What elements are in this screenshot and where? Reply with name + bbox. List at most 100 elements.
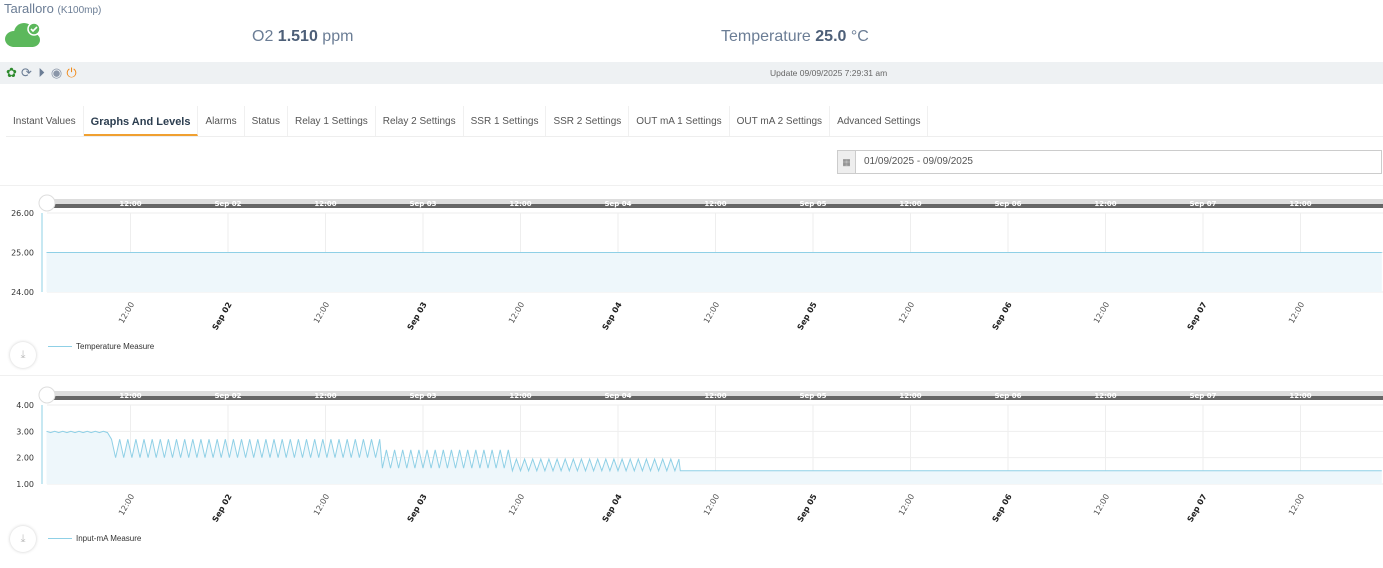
- navigator-label: Sep 06: [995, 200, 1022, 208]
- x-tick-label: 12:00: [702, 301, 721, 325]
- power-icon[interactable]: ⏻: [66, 65, 77, 80]
- y-tick-label: 3.00: [16, 427, 34, 436]
- x-tick-label: 12:00: [897, 301, 916, 325]
- x-tick-label: 12:00: [1287, 493, 1306, 517]
- navigator-label: 12:00: [119, 392, 141, 400]
- tab-instant-values[interactable]: Instant Values: [6, 106, 84, 136]
- tab-advanced-settings[interactable]: Advanced Settings: [830, 106, 929, 136]
- navigator-label: Sep 07: [1190, 200, 1217, 208]
- tab-relay-1-settings[interactable]: Relay 1 Settings: [288, 106, 376, 136]
- navigator-label: 12:00: [704, 200, 726, 208]
- tab-bar: Instant Values Graphs And Levels Alarms Sta…: [6, 106, 1383, 137]
- x-tick-label: 12:00: [117, 493, 136, 517]
- navigator-label: 12:00: [314, 392, 336, 400]
- x-tick-label: 12:00: [1092, 301, 1111, 325]
- navigator-track: [47, 199, 1383, 207]
- navigator-label: 12:00: [899, 200, 921, 208]
- tab-alarms[interactable]: Alarms: [198, 106, 245, 136]
- y-tick-label: 1.00: [16, 480, 34, 489]
- navigator-label: Sep 06: [995, 392, 1022, 400]
- legend-line: [48, 346, 72, 347]
- x-tick-label: Sep 03: [406, 301, 429, 332]
- x-tick-label: 12:00: [1092, 493, 1111, 517]
- navigator-label: Sep 03: [410, 392, 437, 400]
- navigator-label: 12:00: [899, 392, 921, 400]
- navigator-label: 12:00: [119, 200, 141, 208]
- x-tick-label: Sep 05: [796, 300, 819, 332]
- navigator-label: Sep 05: [800, 392, 827, 400]
- x-tick-label: 12:00: [897, 493, 916, 517]
- x-tick-label: Sep 04: [601, 300, 624, 332]
- download-button[interactable]: ⤓: [10, 526, 36, 552]
- x-tick-label: Sep 04: [601, 492, 624, 524]
- date-range-picker[interactable]: ▦ 01/09/2025 - 09/09/2025: [837, 150, 1382, 174]
- x-tick-label: Sep 06: [991, 492, 1014, 524]
- navigator-label: 12:00: [1094, 392, 1116, 400]
- navigator-label: 12:00: [1094, 200, 1116, 208]
- y-tick-label: 25.00: [11, 249, 34, 258]
- navigator-label: Sep 05: [800, 200, 827, 208]
- y-tick-label: 26.00: [11, 209, 34, 218]
- navigator-label: 12:00: [509, 200, 531, 208]
- navigator-series: [47, 204, 1383, 208]
- temperature-chart: 12:00 12:00 Sep 02 Sep 02 12:00 12:00 Sep 03 Se…: [0, 185, 1383, 373]
- tab-ssr-1-settings[interactable]: SSR 1 Settings: [464, 106, 547, 136]
- date-range-value: 01/09/2025 - 09/09/2025: [864, 156, 973, 167]
- x-tick-label: 12:00: [312, 301, 331, 325]
- temperature-reading: Temperature 25.0 °C: [721, 28, 869, 45]
- x-tick-label: Sep 07: [1186, 493, 1209, 524]
- cloud-check-icon: [5, 22, 41, 47]
- navigator-label: Sep 04: [605, 200, 632, 208]
- navigator-label: Sep 03: [410, 200, 437, 208]
- navigator-label: 12:00: [1289, 392, 1311, 400]
- tab-out-ma-1-settings[interactable]: OUT mA 1 Settings: [629, 106, 730, 136]
- gear-icon[interactable]: ✿: [6, 65, 17, 80]
- x-tick-label: 12:00: [1287, 301, 1306, 325]
- x-tick-label: Sep 06: [991, 300, 1014, 332]
- legend-temperature[interactable]: Temperature Measure: [48, 342, 154, 351]
- x-tick-label: 12:00: [117, 301, 136, 325]
- legend-input-ma[interactable]: Input-mA Measure: [48, 534, 141, 543]
- temperature-chart-svg: 12:00 12:00 Sep 02 Sep 02 12:00 12:00 Sep 03 Se…: [11, 194, 1383, 332]
- tab-relay-2-settings[interactable]: Relay 2 Settings: [376, 106, 464, 136]
- refresh-icon[interactable]: ⟳: [21, 65, 32, 80]
- series-area: [46, 252, 1382, 292]
- device-name: Taralloro: [4, 1, 54, 16]
- x-tick-label: Sep 02: [211, 301, 234, 332]
- x-tick-label: 12:00: [507, 301, 526, 325]
- tab-out-ma-2-settings[interactable]: OUT mA 2 Settings: [730, 106, 831, 136]
- play-icon[interactable]: ⏵: [38, 65, 45, 80]
- toolbar: ✿ ⟳ ⏵ ◉ ⏻ Update 09/09/2025 7:29:31 am: [0, 62, 1383, 84]
- navigator-handle: [38, 386, 56, 404]
- x-tick-label: Sep 02: [211, 493, 234, 524]
- navigator-label: Sep 02: [215, 200, 242, 208]
- navigator-track: [47, 391, 1383, 399]
- device-title: Taralloro (K100mp): [4, 1, 101, 16]
- navigator-label: 12:00: [314, 200, 336, 208]
- navigator-series: [47, 396, 1383, 400]
- input-ma-chart-svg: 12:00 12:00 Sep 02 Sep 02 12:00 12:00 Sep 03 Se…: [16, 386, 1383, 524]
- o2-reading: O2 1.510 ppm: [252, 28, 354, 45]
- y-tick-label: 4.00: [16, 401, 34, 410]
- tab-status[interactable]: Status: [245, 106, 288, 136]
- update-timestamp: Update 09/09/2025 7:29:31 am: [770, 68, 888, 78]
- device-model: (K100mp): [57, 5, 102, 16]
- podcast-icon[interactable]: ◉: [50, 65, 63, 80]
- navigator-label: 12:00: [509, 392, 531, 400]
- navigator-label: 12:00: [1289, 200, 1311, 208]
- navigator-label: Sep 04: [605, 392, 632, 400]
- x-tick-label: Sep 07: [1186, 301, 1209, 332]
- y-tick-label: 24.00: [11, 288, 34, 297]
- x-tick-label: Sep 05: [796, 492, 819, 524]
- navigator-label: Sep 02: [215, 392, 242, 400]
- calendar-icon: ▦: [838, 151, 856, 173]
- navigator-label: 12:00: [704, 392, 726, 400]
- download-button[interactable]: ⤓: [10, 342, 36, 368]
- series-line: [46, 430, 1382, 473]
- tab-ssr-2-settings[interactable]: SSR 2 Settings: [546, 106, 630, 136]
- navigator-handle: [38, 194, 56, 212]
- legend-line: [48, 538, 72, 539]
- navigator-label: Sep 07: [1190, 392, 1217, 400]
- x-tick-label: 12:00: [702, 493, 721, 517]
- tab-graphs-and-levels[interactable]: Graphs And Levels: [83, 106, 199, 136]
